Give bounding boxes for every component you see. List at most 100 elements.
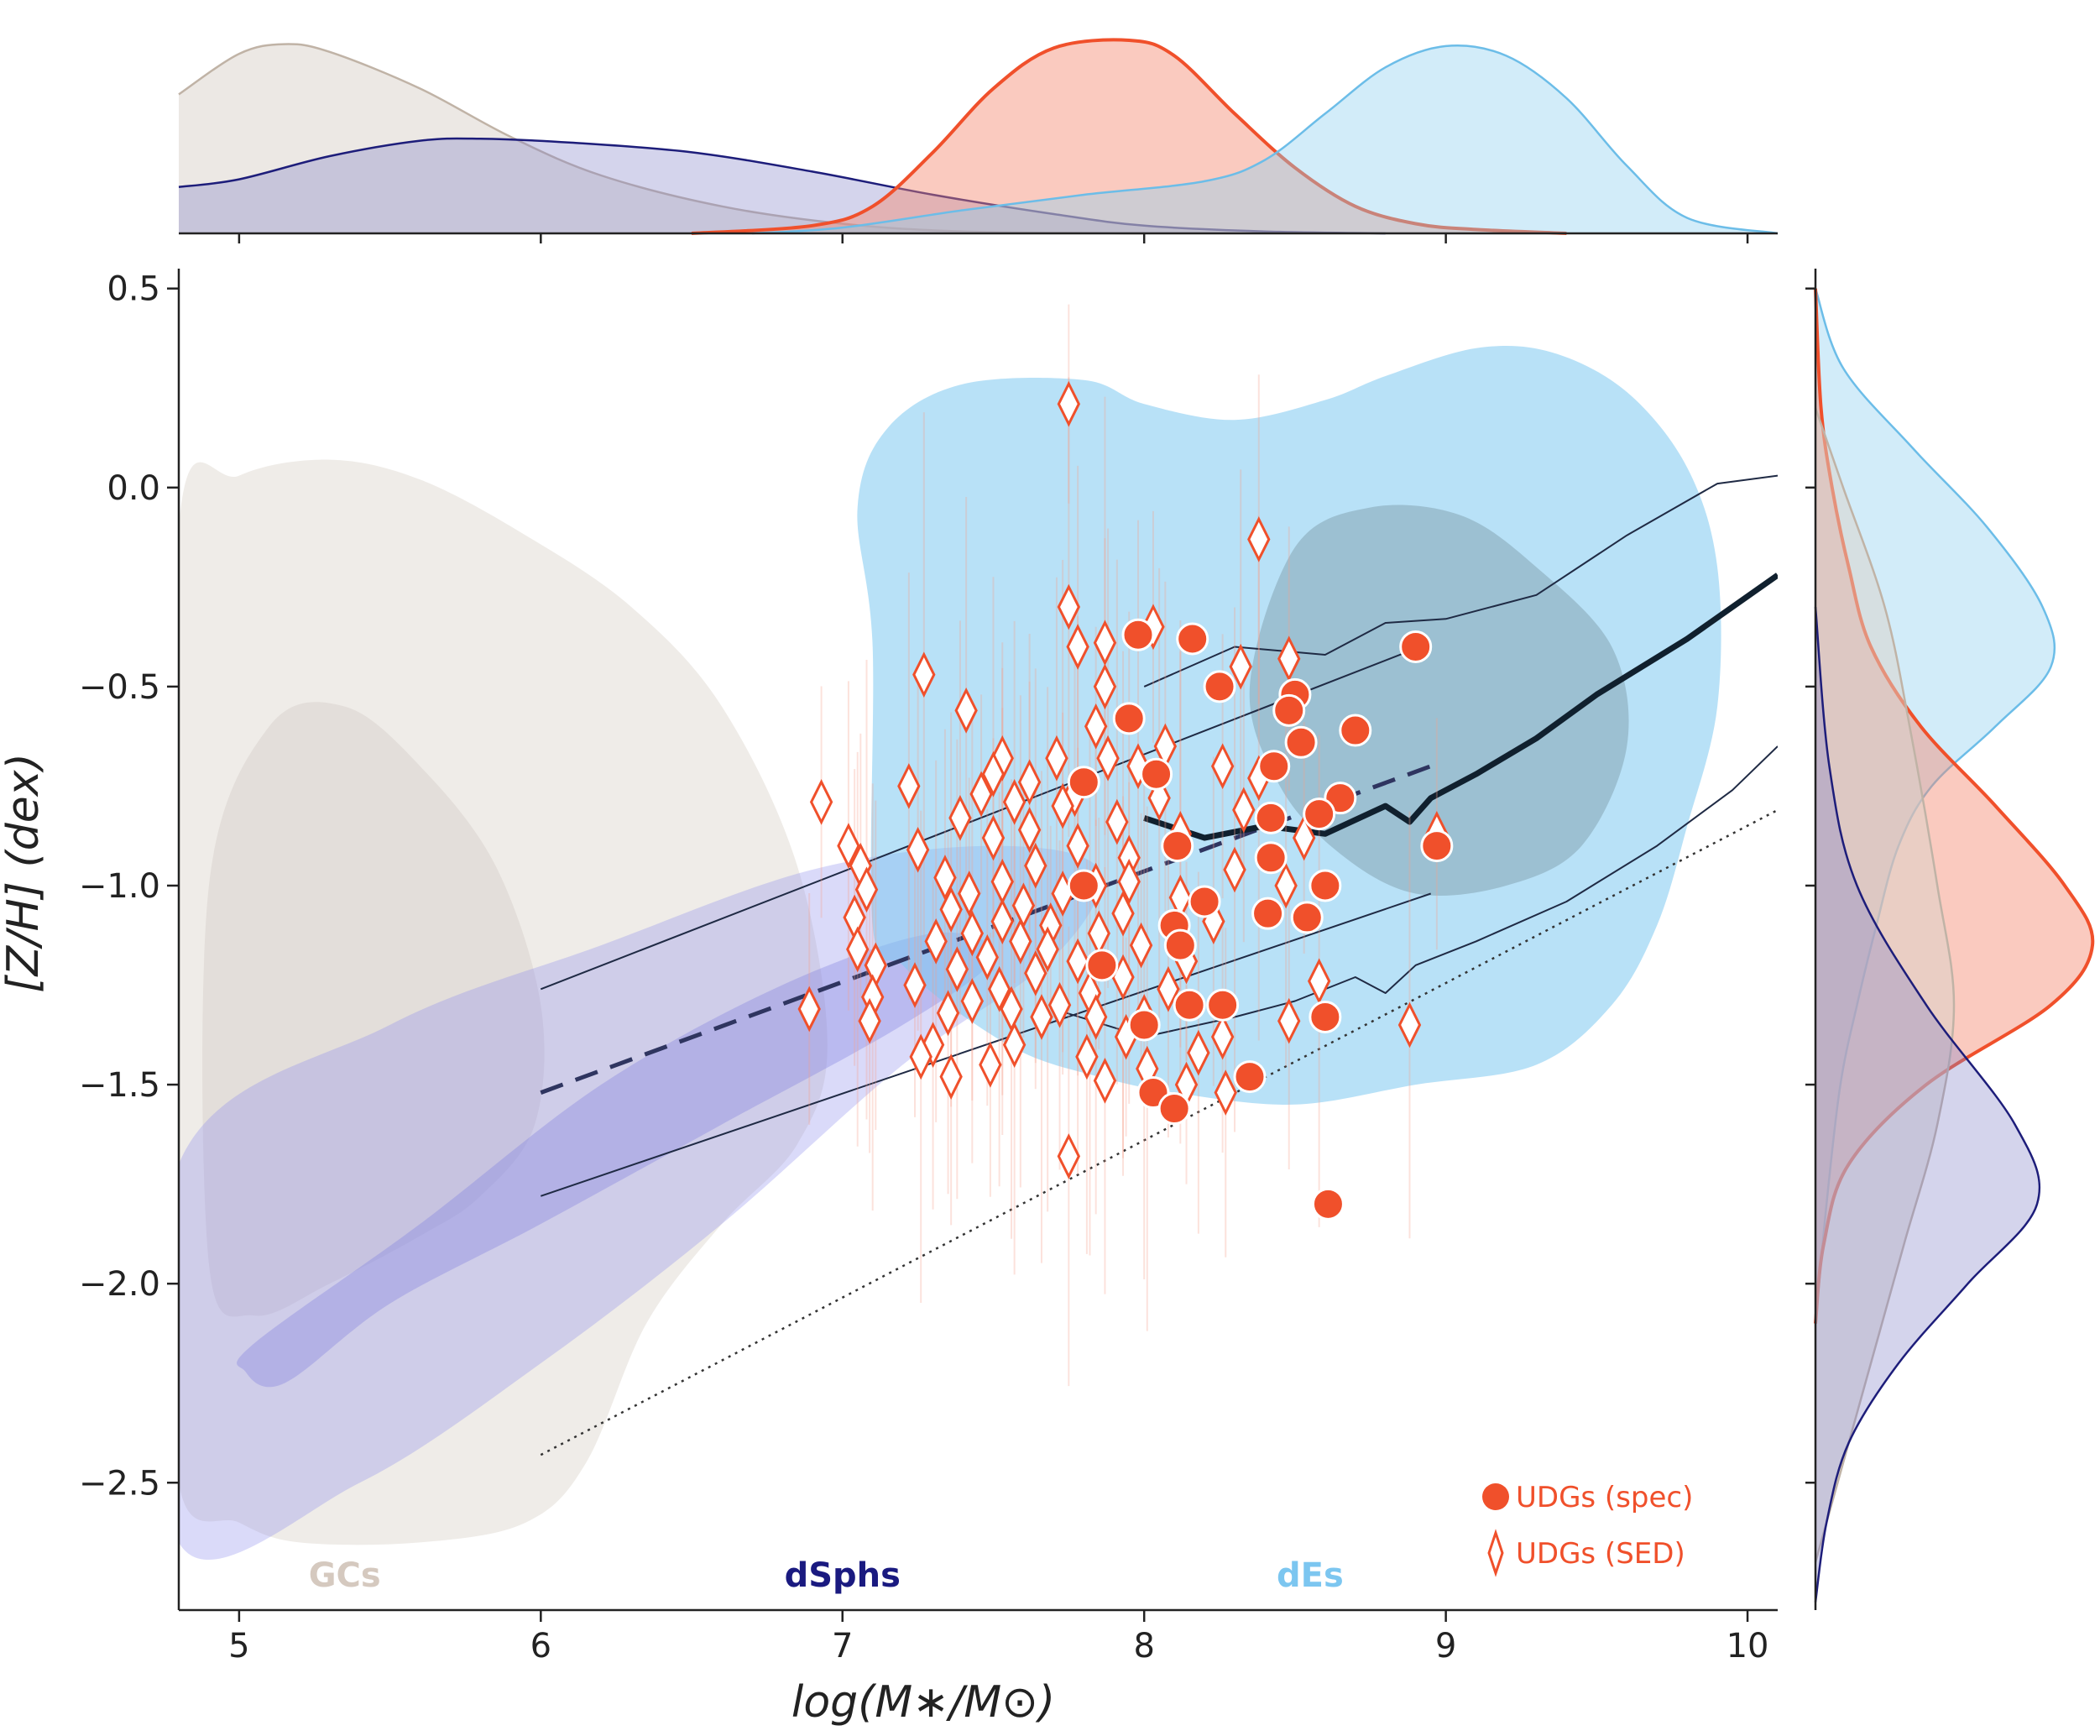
spec-point (1127, 1008, 1161, 1042)
spec-point (1254, 801, 1288, 834)
sed-point (960, 978, 984, 1024)
sed-point (924, 918, 948, 965)
top-density-des-line (751, 44, 1779, 235)
sed-point (969, 771, 993, 818)
spec-point (1309, 869, 1342, 902)
sed-point (1093, 663, 1117, 710)
sed-point (981, 750, 1006, 797)
top-density-dsphs-line (178, 137, 1386, 235)
sed-point (936, 990, 960, 1037)
sed-point (1084, 703, 1108, 750)
sed-point (903, 962, 927, 1008)
sed-point (1024, 949, 1047, 996)
sed-point (1274, 862, 1298, 909)
spec-point (1309, 1000, 1342, 1033)
sed-point (960, 910, 984, 957)
spec-point (1290, 901, 1324, 934)
top-density-gcs-line (178, 43, 1145, 235)
spec-point (1157, 1092, 1191, 1126)
spec-point (1173, 988, 1206, 1022)
spec-point (1206, 988, 1240, 1022)
sed-point (1093, 620, 1117, 667)
sed-point (1057, 380, 1081, 427)
sed-point (948, 795, 972, 841)
sed-point (939, 1054, 963, 1100)
sed-point (1051, 782, 1074, 829)
sed-point (909, 1033, 932, 1080)
x-tick-label: 5 (228, 1627, 249, 1665)
sed-point (1066, 624, 1089, 670)
spec-point (1163, 928, 1197, 962)
spec-point (1203, 670, 1236, 703)
spec-point (1112, 702, 1146, 735)
sed-point (1223, 846, 1246, 893)
y-tick-label: −2.0 (79, 1265, 160, 1304)
sed-point (945, 946, 969, 992)
sed-point (979, 1042, 1002, 1088)
y-tick-label: 0.0 (107, 469, 160, 508)
sed-point (1210, 743, 1235, 790)
spec-point (1121, 618, 1155, 651)
spec-point (1272, 693, 1306, 727)
population-labels: GCs dSphs dEs (309, 1556, 1344, 1595)
top-density-gcs-fill (179, 44, 1145, 233)
y-tick-label: −2.5 (79, 1464, 160, 1503)
spec-point (1161, 829, 1194, 863)
spec-point (1233, 1060, 1267, 1094)
population-label-dsphs: dSphs (785, 1556, 901, 1595)
spec-point (1339, 714, 1372, 747)
sed-point (1024, 842, 1047, 889)
sed-point (1247, 516, 1271, 562)
sed-point (1229, 643, 1252, 690)
sed-point (846, 926, 870, 973)
sed-point (1307, 958, 1331, 1005)
right-density-gcs-line (1814, 407, 1956, 1563)
population-label-des: dEs (1277, 1556, 1344, 1595)
spec-point (1188, 885, 1221, 918)
right-density-des-fill (1815, 288, 2055, 1324)
sed-point (1036, 926, 1059, 973)
x-tick-label: 6 (530, 1627, 551, 1665)
sed-point (1057, 583, 1081, 630)
spec-point (1067, 766, 1100, 799)
x-tick-label: 10 (1726, 1627, 1769, 1665)
gcs-inner-contour (202, 702, 545, 1317)
spec-point (1284, 725, 1318, 759)
top-density-udgs-fill (692, 39, 1567, 233)
sed-point (975, 933, 999, 980)
spec-point (1399, 630, 1433, 663)
x-tick-label: 8 (1133, 1627, 1154, 1665)
sed-point (1111, 890, 1135, 937)
sed-point (921, 1022, 945, 1069)
sed-point (1002, 1022, 1026, 1069)
sed-point (1117, 858, 1141, 905)
sed-point (897, 763, 921, 809)
sed-point (1277, 997, 1301, 1044)
sed-point (939, 886, 963, 933)
spec-point (1311, 1187, 1345, 1221)
axes: 5 6 7 8 9 10 0.5 0.0 −0.5 −1.0 −1.5 −2.0 −2.5 (79, 269, 1778, 1665)
x-tick-label: 9 (1435, 1627, 1456, 1665)
spec-point (1303, 797, 1336, 831)
top-density-udgs-line (691, 38, 1567, 235)
sed-point (1084, 994, 1108, 1040)
gcs-outer-contour (179, 459, 828, 1545)
spec-point (1420, 829, 1454, 863)
sed-point (1002, 779, 1026, 825)
sed-point (797, 986, 821, 1033)
spec-point (1176, 622, 1209, 656)
legend-sed-marker (1487, 1529, 1504, 1577)
sed-point (1214, 1069, 1237, 1116)
sed-point (987, 965, 1011, 1012)
sed-point (1017, 807, 1042, 853)
right-density-gcs-fill (1815, 408, 1954, 1563)
legend-sed-label: UDGs (SED) (1516, 1537, 1685, 1571)
top-density-des-fill (751, 45, 1778, 234)
right-density-dsphs-fill (1815, 607, 2040, 1603)
sed-point (958, 871, 981, 917)
sed-point (1105, 798, 1129, 845)
sed-point (1057, 1133, 1081, 1179)
spec-point (1257, 750, 1291, 783)
sed-point (837, 823, 860, 869)
